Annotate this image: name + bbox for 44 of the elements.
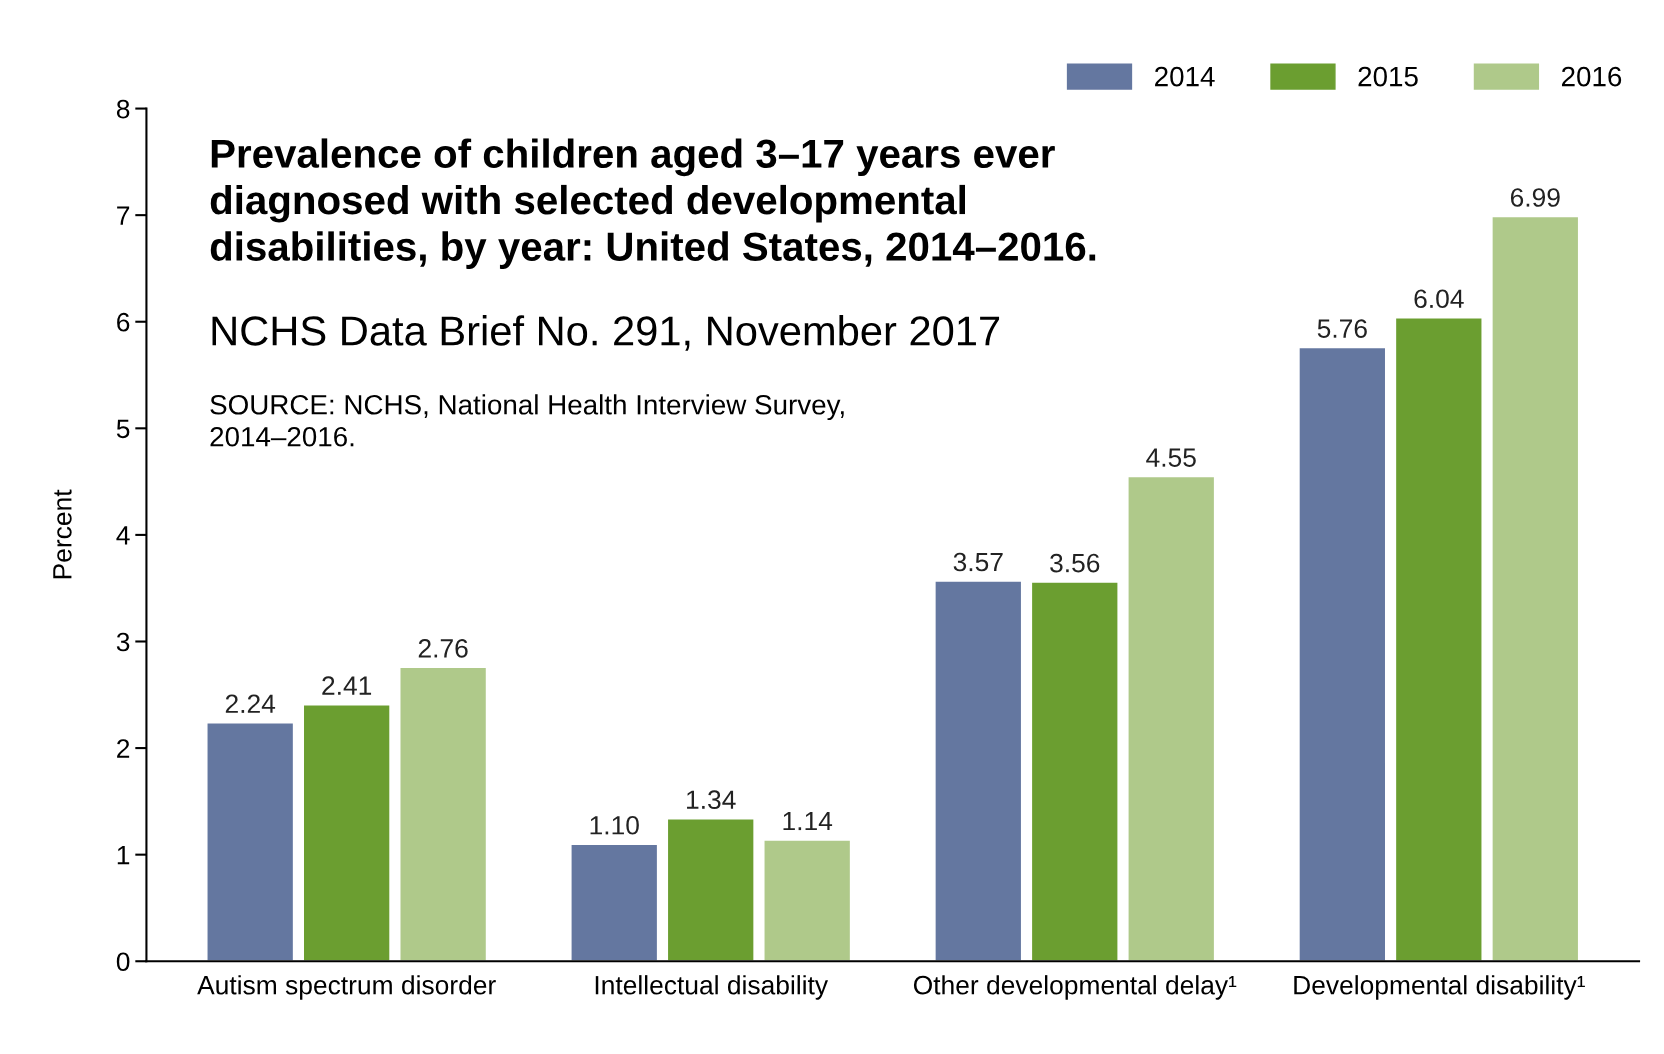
data-label: 2.41 <box>322 676 372 695</box>
data-label: 4.55 <box>1146 448 1196 467</box>
data-label: 6.04 <box>1414 289 1464 309</box>
text: Prevalence of children aged 3–17 years ever diagnosed with selected developmental disabilities, by year: United States, 2014–2016. <box>210 138 1096 269</box>
data-label: 2.24 <box>225 694 276 713</box>
bar <box>398 666 488 962</box>
legend-label: 2015 <box>1358 66 1418 87</box>
data-label: 3.57 <box>953 552 1003 572</box>
data-label: 1.10 <box>590 815 639 835</box>
y-tick-label: 2 <box>117 739 130 758</box>
bar <box>1297 346 1388 962</box>
x-tick-label: Developmental disability¹ <box>1294 975 1585 1000</box>
data-label: 6.99 <box>1510 188 1560 207</box>
y-axis-title: Percent <box>53 489 72 579</box>
legend-label: 2014 <box>1155 66 1215 87</box>
data-label: 5.76 <box>1317 319 1367 338</box>
x-tick-label: Intellectual disability <box>595 975 829 1000</box>
data-label: 3.56 <box>1050 553 1100 573</box>
legend-label: 2016 <box>1561 66 1622 87</box>
data-label: 1.14 <box>783 811 833 831</box>
data-label: 2.76 <box>418 639 468 658</box>
bar <box>1490 215 1581 962</box>
y-tick-label: 6 <box>117 312 130 332</box>
y-tick-label: 5 <box>116 419 130 439</box>
y-tick-label: 3 <box>116 632 130 652</box>
bar <box>569 842 659 962</box>
data-label: 1.34 <box>687 790 736 810</box>
bar <box>1030 580 1120 962</box>
x-tick-label: Autism spectrum disorder <box>197 975 496 1000</box>
y-tick-label: 1 <box>117 846 130 865</box>
bar <box>301 703 392 962</box>
y-tick-label: 7 <box>117 206 130 225</box>
x-tick-label: Other developmental delay¹ <box>913 975 1237 1000</box>
bar <box>665 817 756 962</box>
bar <box>205 721 295 962</box>
y-tick-label: 8 <box>116 99 130 119</box>
y-tick-label: 4 <box>116 526 130 545</box>
annotation: SOURCE: NCHS, National Health Interview Survey, 2014–2016. <box>210 394 844 447</box>
bar <box>762 838 852 962</box>
bar <box>1126 475 1216 962</box>
text: NCHS Data Brief No. 291, November 2017 <box>212 315 1000 351</box>
bar <box>933 579 1024 962</box>
bar <box>1394 316 1484 962</box>
y-tick-label: 0 <box>116 952 130 972</box>
